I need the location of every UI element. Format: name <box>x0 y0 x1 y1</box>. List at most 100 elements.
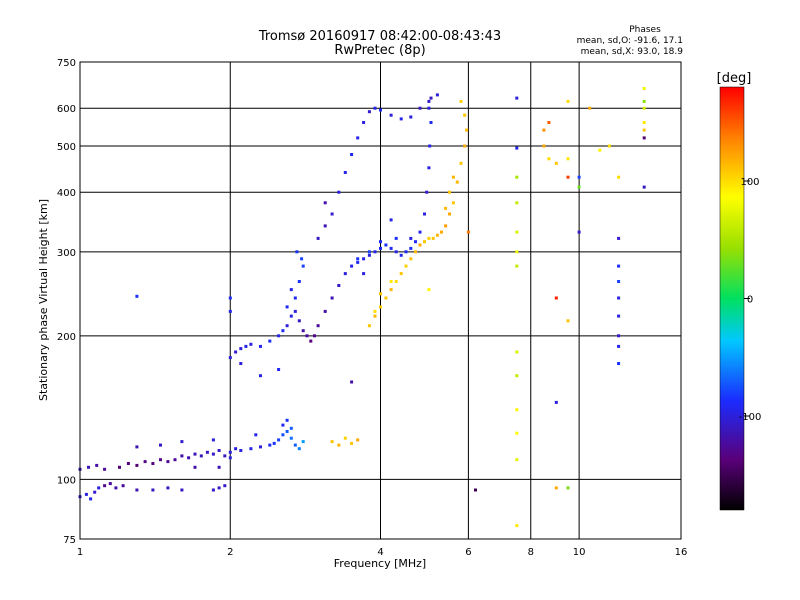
data-point <box>356 257 360 261</box>
data-point <box>193 465 197 469</box>
data-point <box>427 106 431 110</box>
colorbar <box>719 86 745 511</box>
data-point <box>350 264 354 268</box>
data-point <box>399 117 403 121</box>
data-point <box>289 288 293 292</box>
data-point <box>337 190 341 194</box>
data-point <box>268 339 272 343</box>
data-point <box>293 443 297 447</box>
data-point <box>642 99 646 103</box>
data-point <box>337 443 341 447</box>
data-point <box>427 236 431 240</box>
data-point <box>330 440 334 444</box>
data-point <box>444 206 448 210</box>
data-point <box>451 175 455 179</box>
data-point <box>121 484 125 488</box>
data-point <box>429 121 433 124</box>
data-point <box>362 121 366 124</box>
data-point <box>300 257 304 261</box>
data-point <box>103 467 107 471</box>
data-point <box>435 233 439 237</box>
data-point <box>642 106 646 110</box>
data-point <box>373 309 377 313</box>
data-point <box>515 374 519 378</box>
data-point <box>362 257 366 261</box>
data-point <box>577 230 581 234</box>
y-tick-label: 100 <box>57 475 76 486</box>
colorbar-tick-label: 0 <box>747 295 753 306</box>
data-point <box>394 280 398 283</box>
data-point <box>217 449 221 452</box>
data-point <box>323 201 327 205</box>
data-point <box>297 280 301 283</box>
data-point <box>151 488 155 492</box>
data-point <box>97 486 101 490</box>
data-point <box>598 148 602 152</box>
data-point <box>566 175 570 179</box>
y-tick-label: 75 <box>63 535 76 546</box>
data-point <box>459 99 463 103</box>
data-point <box>223 454 227 458</box>
data-point <box>515 431 519 435</box>
data-point <box>293 296 297 300</box>
data-point <box>239 362 243 365</box>
data-point <box>373 250 377 254</box>
data-point <box>277 368 281 371</box>
data-point <box>367 324 371 328</box>
data-point <box>205 450 209 454</box>
data-point <box>268 443 272 447</box>
data-point <box>193 452 197 456</box>
data-point <box>143 460 147 464</box>
data-point <box>554 296 558 300</box>
data-point <box>323 224 327 228</box>
data-point <box>617 175 621 179</box>
data-point <box>389 113 393 117</box>
data-point <box>289 314 293 318</box>
x-tick-label: 1 <box>77 547 83 558</box>
x-axis-label: Frequency [MHz] <box>334 557 426 570</box>
data-point <box>356 438 360 442</box>
data-point <box>566 99 570 103</box>
data-point <box>554 486 558 490</box>
data-point <box>577 185 581 189</box>
colorbar-label: [deg] <box>717 71 752 86</box>
data-point <box>234 350 238 354</box>
data-point <box>330 296 334 300</box>
data-point <box>399 272 403 276</box>
data-point <box>285 324 289 328</box>
x-tick-label: 6 <box>465 547 471 558</box>
data-point <box>427 288 431 292</box>
data-point <box>515 230 519 234</box>
data-point <box>379 246 382 250</box>
data-point <box>389 280 393 283</box>
data-point <box>95 463 99 467</box>
x-tick-label: 10 <box>573 547 586 558</box>
grid-lines <box>80 62 681 539</box>
data-point <box>384 296 388 300</box>
data-point <box>389 218 393 222</box>
data-point <box>373 106 377 110</box>
data-point <box>281 433 285 437</box>
data-point <box>414 250 417 254</box>
chart-subtitle: RwPretec (8p) <box>334 43 425 58</box>
data-point <box>199 454 203 458</box>
data-point <box>187 456 191 460</box>
data-point <box>285 305 289 309</box>
data-point <box>272 441 276 445</box>
data-point <box>617 334 621 338</box>
data-point <box>474 488 477 492</box>
plot-frame <box>79 61 682 540</box>
data-point <box>379 292 382 296</box>
data-point <box>343 436 347 440</box>
data-point <box>301 264 305 268</box>
data-point <box>281 329 285 333</box>
data-point <box>135 488 139 492</box>
data-point <box>297 319 301 323</box>
y-tick-labels: 75 100 200 300 400 500 600 750 <box>57 58 76 546</box>
data-point <box>118 465 121 469</box>
x-tick-label: 16 <box>675 547 688 558</box>
data-point <box>642 136 646 140</box>
data-point <box>239 347 243 351</box>
data-point <box>151 462 155 465</box>
data-point <box>577 175 581 179</box>
